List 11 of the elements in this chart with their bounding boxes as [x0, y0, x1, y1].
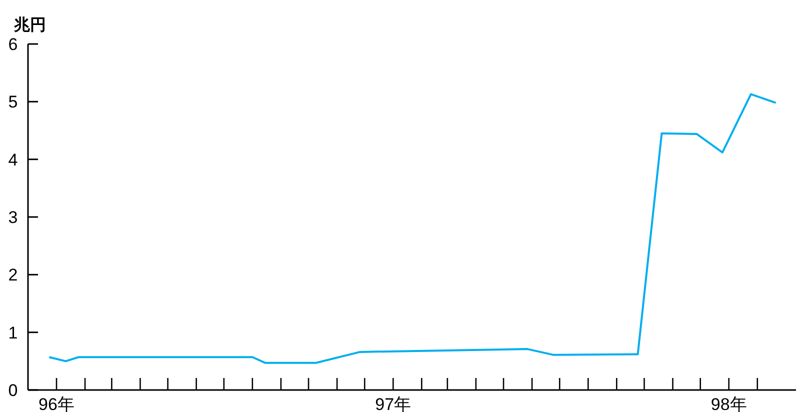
x-tick-label: 98年 [710, 395, 747, 412]
y-tick-label: 6 [8, 35, 18, 54]
y-tick-label: 0 [8, 381, 18, 400]
y-tick-label: 5 [8, 92, 18, 112]
y-tick-label: 3 [8, 208, 18, 227]
y-axis-title: 兆円 [13, 16, 46, 34]
x-tick-label: 97年 [375, 395, 412, 412]
y-tick-label: 4 [8, 150, 18, 170]
x-tick-label: 96年 [38, 395, 74, 412]
y-tick-label: 2 [8, 266, 18, 285]
y-tick-label: 1 [8, 323, 18, 342]
